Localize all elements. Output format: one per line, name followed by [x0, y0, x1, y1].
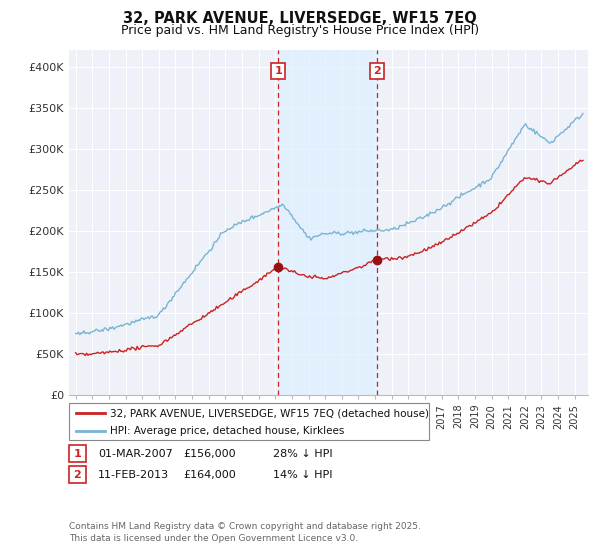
Text: 32, PARK AVENUE, LIVERSEDGE, WF15 7EQ: 32, PARK AVENUE, LIVERSEDGE, WF15 7EQ — [123, 11, 477, 26]
Bar — [278, 50, 377, 395]
Text: Contains HM Land Registry data © Crown copyright and database right 2025.: Contains HM Land Registry data © Crown c… — [69, 522, 421, 531]
Text: £164,000: £164,000 — [183, 470, 236, 480]
Text: 2: 2 — [74, 470, 81, 480]
Text: 32, PARK AVENUE, LIVERSEDGE, WF15 7EQ (detached house): 32, PARK AVENUE, LIVERSEDGE, WF15 7EQ (d… — [110, 408, 429, 418]
Text: 1: 1 — [74, 449, 81, 459]
Text: 2: 2 — [373, 66, 381, 76]
Text: HPI: Average price, detached house, Kirklees: HPI: Average price, detached house, Kirk… — [110, 426, 344, 436]
Text: Price paid vs. HM Land Registry's House Price Index (HPI): Price paid vs. HM Land Registry's House … — [121, 24, 479, 36]
Text: 14% ↓ HPI: 14% ↓ HPI — [273, 470, 332, 480]
Text: 11-FEB-2013: 11-FEB-2013 — [98, 470, 169, 480]
Text: 01-MAR-2007: 01-MAR-2007 — [98, 449, 173, 459]
Text: This data is licensed under the Open Government Licence v3.0.: This data is licensed under the Open Gov… — [69, 534, 358, 543]
Text: 1: 1 — [274, 66, 282, 76]
Text: 28% ↓ HPI: 28% ↓ HPI — [273, 449, 332, 459]
Text: £156,000: £156,000 — [183, 449, 236, 459]
